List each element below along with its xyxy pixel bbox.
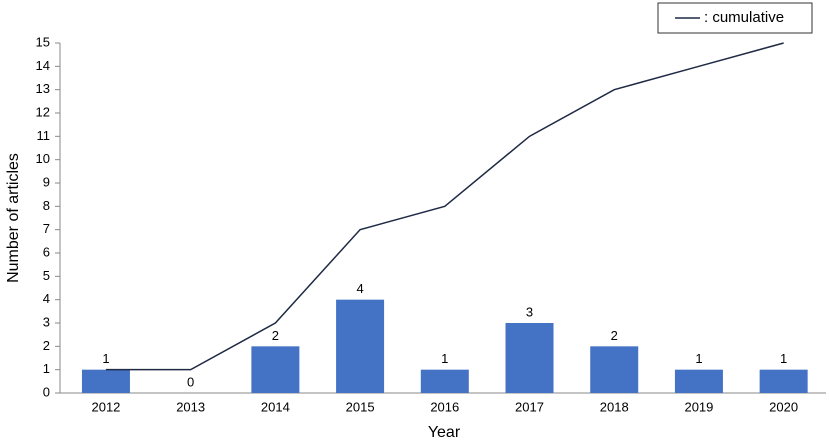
data-label: 2 — [611, 328, 618, 343]
x-axis-title: Year — [428, 424, 461, 441]
bar — [505, 323, 554, 393]
data-label: 3 — [526, 304, 533, 319]
y-tick-label: 7 — [43, 221, 50, 236]
data-label: 1 — [695, 351, 702, 366]
y-tick-label: 12 — [36, 104, 50, 119]
y-tick-label: 3 — [43, 314, 50, 329]
x-tick-label: 2016 — [430, 399, 459, 414]
y-tick-label: 8 — [43, 198, 50, 213]
y-tick-label: 14 — [36, 58, 50, 73]
data-label: 0 — [187, 374, 194, 389]
bar — [336, 299, 385, 393]
x-tick-label: 2013 — [176, 399, 205, 414]
x-tick-label: 2015 — [346, 399, 375, 414]
y-tick-label: 15 — [36, 34, 50, 49]
y-tick-label: 2 — [43, 338, 50, 353]
data-label: 2 — [272, 328, 279, 343]
y-axis-title: Number of articles — [5, 153, 22, 283]
data-label: 4 — [356, 281, 363, 296]
y-tick-label: 10 — [36, 151, 50, 166]
bar — [759, 369, 808, 393]
y-tick-label: 5 — [43, 268, 50, 283]
y-tick-label: 9 — [43, 174, 50, 189]
y-tick-label: 11 — [37, 128, 51, 143]
x-tick-label: 2012 — [91, 399, 120, 414]
bar — [251, 346, 300, 393]
x-tick-label: 2019 — [684, 399, 713, 414]
bar — [81, 369, 130, 393]
data-label: 1 — [102, 351, 109, 366]
y-tick-label: 4 — [43, 291, 50, 306]
x-tick-label: 2018 — [600, 399, 629, 414]
y-tick-label: 0 — [43, 384, 50, 399]
data-label: 1 — [441, 351, 448, 366]
y-tick-label: 6 — [43, 244, 50, 259]
line — [105, 42, 784, 371]
y-tick-label: 13 — [36, 81, 50, 96]
bar — [590, 346, 639, 393]
x-tick-label: 2017 — [515, 399, 544, 414]
y-tick-label: 1 — [43, 361, 50, 376]
bar — [674, 369, 723, 393]
bar — [420, 369, 469, 393]
legend-label: : cumulative — [704, 9, 784, 26]
data-label: 1 — [780, 351, 787, 366]
x-tick-label: 2020 — [769, 399, 798, 414]
x-tick-label: 2014 — [261, 399, 290, 414]
